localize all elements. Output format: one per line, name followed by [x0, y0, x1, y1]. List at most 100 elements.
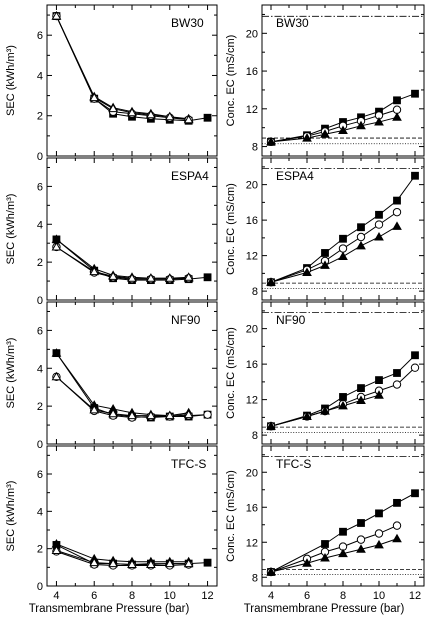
square-filled-marker-7: [203, 273, 212, 282]
circle-open-marker-7: [410, 363, 420, 372]
y-tick-label: 2: [37, 257, 43, 269]
chart-panels: 0 2 4 6 BW30 SEC (kWh/m³) 0 2 4 6 ESPA4 SEC (kWh/m³…: [5, 4, 425, 602]
membrane-label: BW30: [276, 16, 309, 30]
x-tick-label: 10: [164, 590, 176, 602]
y-tick-label: 8: [252, 142, 258, 154]
triangle-open-marker-6: [183, 114, 194, 124]
triangle-open-marker-1: [89, 557, 100, 567]
square-filled-marker-5: [375, 376, 383, 385]
y-tick-label: 0: [37, 151, 43, 163]
y-tick-label: 4: [37, 219, 43, 231]
y-tick-label: 16: [246, 215, 258, 227]
triangle-filled-marker-6: [392, 112, 402, 121]
triangle-open-marker-5: [164, 273, 175, 282]
square-filled-marker-7: [411, 351, 419, 360]
triangle-open-marker-1: [89, 266, 100, 276]
series-line-triangle-open: [55, 15, 189, 121]
series-line-square-filled: [55, 15, 208, 122]
square-filled-marker-4: [357, 223, 365, 232]
square-filled-marker-3: [339, 393, 347, 401]
triangle-open-marker-1: [89, 92, 100, 102]
triangle-filled-marker-0: [266, 277, 276, 286]
y-tick-label: 8: [252, 430, 258, 442]
y-tick-label: 12: [246, 104, 258, 116]
triangle-open-marker-3: [127, 107, 137, 117]
circle-open-marker-6: [392, 380, 402, 389]
y-tick-label: 12: [246, 395, 258, 407]
triangle-filled-marker-1: [302, 411, 312, 420]
triangle-filled-marker-2: [320, 552, 330, 562]
triangle-filled-marker-1: [302, 133, 312, 142]
triangle-open-marker-3: [127, 273, 137, 282]
y-axis-title: SEC (kWh/m³): [5, 194, 17, 265]
panel-conc-ec-espa4: 8 12 16 20 ESPA4 Conc. EC (mS/cm): [225, 157, 425, 301]
x-tick-label: 6: [304, 590, 310, 602]
triangle-filled-marker-5: [374, 117, 384, 126]
x-tick-label: 4: [268, 590, 274, 602]
y-tick-label: 20: [246, 28, 258, 40]
y-tick-label: 12: [246, 537, 258, 549]
y-tick-label: 6: [37, 30, 43, 42]
triangle-open-marker-4: [146, 559, 156, 569]
panel-sec-tfc-s: 0 2 4 6 4 6 8 10 12 TFC-S SEC (kWh/m³): [5, 445, 218, 602]
square-filled-marker-2: [321, 249, 329, 257]
x-tick-label: 6: [91, 590, 97, 602]
triangle-open-marker-6: [183, 558, 194, 568]
triangle-open-marker-0: [51, 545, 62, 555]
y-tick-label: 16: [246, 359, 258, 371]
y-axis-title: Conc. EC (mS/cm): [225, 327, 237, 419]
membrane-label: ESPA4: [276, 169, 314, 183]
square-filled-marker-7: [411, 89, 419, 98]
circle-open-marker-4: [356, 535, 366, 544]
series-line-circle-open: [55, 15, 189, 121]
y-tick-label: 20: [246, 324, 258, 336]
triangle-open-marker-0: [51, 371, 62, 381]
membrane-label: TFC-S: [171, 457, 206, 471]
triangle-open-marker-6: [183, 409, 194, 419]
triangle-filled-marker-5: [374, 231, 384, 241]
y-tick-label: 0: [37, 581, 43, 593]
square-filled-marker-3: [357, 519, 365, 527]
triangle-open-marker-2: [108, 408, 118, 418]
membrane-label: NF90: [171, 313, 201, 327]
triangle-open-marker-5: [164, 410, 175, 420]
triangle-filled-marker-2: [320, 260, 330, 269]
triangle-open-marker-3: [127, 410, 137, 420]
triangle-filled-marker-0: [51, 348, 62, 357]
triangle-open-marker-5: [164, 558, 175, 568]
triangle-filled-marker-2: [320, 406, 330, 415]
triangle-open-marker-0: [51, 241, 62, 251]
y-tick-label: 6: [37, 181, 43, 193]
square-filled-marker-3: [339, 234, 347, 243]
square-filled-marker-6: [393, 96, 401, 105]
square-filled-marker-1: [321, 540, 329, 548]
y-axis-title: Conc. EC (mS/cm): [225, 183, 237, 275]
membrane-label: TFC-S: [276, 457, 311, 471]
y-tick-label: 6: [37, 469, 43, 481]
panel-conc-ec-bw30: 8 12 16 20 BW30 Conc. EC (mS/cm): [225, 4, 425, 157]
triangle-filled-marker-5: [374, 539, 384, 549]
triangle-filled-marker-3: [338, 400, 348, 410]
triangle-filled-marker-4: [356, 544, 366, 553]
circle-open-marker-3: [338, 244, 348, 253]
x-tick-label: 8: [340, 590, 346, 602]
triangle-filled-marker-3: [338, 125, 348, 135]
series-line-square-filled: [270, 354, 416, 427]
y-tick-label: 4: [37, 506, 43, 518]
x-axis-title-right: Transmembrane Pressure (bar): [244, 603, 405, 615]
triangle-filled-marker-4: [356, 120, 366, 130]
y-tick-label: 0: [37, 439, 43, 451]
y-axis-title: SEC (kWh/m³): [5, 338, 17, 409]
triangle-filled-marker-4: [356, 395, 366, 405]
membrane-label: ESPA4: [171, 169, 209, 183]
y-axis-title: SEC (kWh/m³): [5, 481, 17, 552]
triangle-filled-marker-4: [356, 240, 366, 250]
y-tick-label: 20: [246, 180, 258, 192]
panel-sec-nf90: 0 2 4 6 NF90 SEC (kWh/m³): [5, 301, 218, 451]
circle-open-marker-4: [356, 232, 366, 242]
y-tick-label: 6: [37, 325, 43, 337]
x-axis-title-left: Transmembrane Pressure (bar): [29, 603, 190, 615]
y-tick-label: 0: [37, 295, 43, 307]
triangle-filled-marker-3: [338, 548, 348, 558]
